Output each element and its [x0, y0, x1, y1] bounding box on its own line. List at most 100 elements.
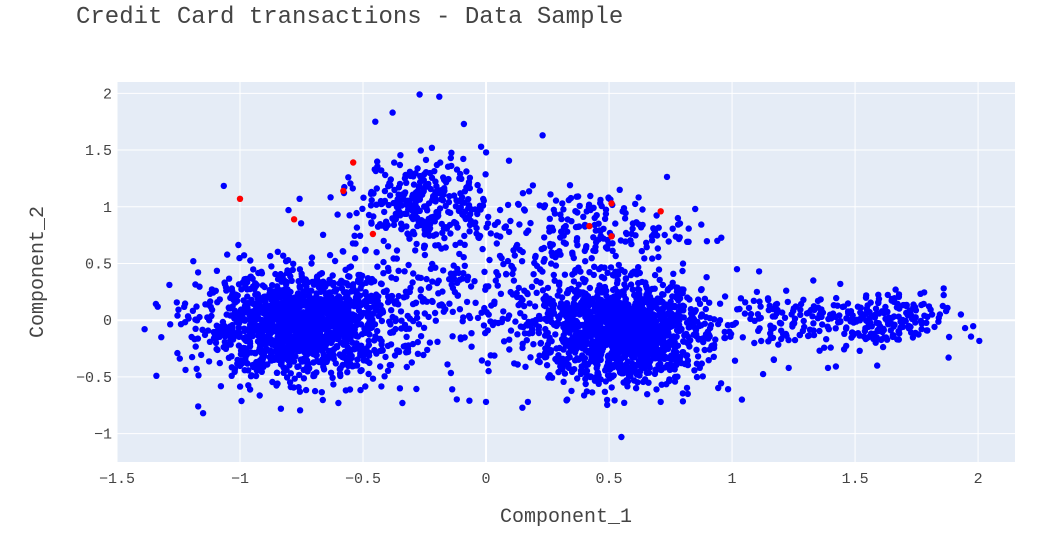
data-point [655, 362, 662, 369]
data-point [651, 350, 658, 357]
data-point [595, 380, 602, 387]
data-point [530, 271, 537, 278]
data-point [656, 276, 663, 284]
data-point [619, 325, 626, 332]
data-point [905, 322, 912, 330]
data-point [482, 329, 489, 337]
data-point [360, 194, 367, 201]
data-point [540, 204, 548, 211]
data-point [446, 276, 453, 283]
data-point [522, 363, 529, 370]
y-tick-label: −0.5 [76, 370, 112, 387]
y-tick-label: 0 [103, 313, 112, 330]
data-point [596, 282, 603, 289]
data-point [303, 283, 310, 290]
x-tick-label: 2 [974, 471, 983, 488]
data-point [506, 346, 513, 353]
data-point [482, 149, 490, 156]
data-point [918, 325, 925, 333]
data-point [673, 323, 681, 331]
data-point [573, 235, 581, 242]
data-point [806, 326, 814, 333]
data-point [664, 287, 671, 294]
data-point [261, 339, 268, 347]
data-point [574, 242, 581, 249]
data-point [540, 258, 547, 265]
data-point [414, 338, 421, 346]
data-point [654, 298, 662, 305]
data-point [223, 330, 231, 337]
data-point [193, 303, 200, 310]
outlier-point [608, 200, 615, 207]
data-point [282, 365, 289, 372]
data-point [618, 266, 625, 274]
data-point [645, 369, 653, 376]
data-point [395, 292, 402, 300]
data-point [557, 363, 564, 370]
data-point [401, 175, 409, 182]
data-point [362, 383, 369, 390]
data-point [421, 231, 428, 238]
data-point [403, 363, 410, 371]
data-point [438, 186, 445, 194]
data-point [368, 275, 376, 283]
data-point [544, 284, 552, 292]
data-point [284, 332, 292, 339]
data-point [277, 361, 285, 368]
data-point [527, 219, 534, 227]
data-point [650, 338, 657, 345]
data-point [578, 334, 585, 342]
data-point [360, 309, 367, 317]
data-point [592, 322, 600, 330]
data-point [379, 307, 386, 315]
data-point [627, 271, 635, 279]
data-point [801, 323, 808, 331]
data-point [252, 305, 260, 312]
data-point [379, 199, 387, 206]
data-point [610, 311, 617, 318]
data-point [747, 310, 755, 318]
data-point [238, 286, 245, 293]
data-point [622, 350, 630, 358]
data-point [670, 317, 677, 324]
data-point [507, 327, 515, 334]
data-point [403, 333, 410, 340]
data-point [590, 204, 597, 211]
data-point [409, 279, 416, 286]
data-point [347, 333, 354, 340]
data-point [428, 144, 436, 151]
data-point [683, 352, 690, 360]
data-point [223, 287, 230, 294]
data-point [466, 397, 473, 404]
data-point [444, 361, 451, 368]
data-point [188, 333, 195, 341]
data-point [347, 346, 354, 353]
data-point [422, 182, 430, 189]
data-point [448, 281, 455, 288]
data-point [286, 301, 293, 308]
data-point [384, 221, 391, 229]
data-point [604, 353, 612, 360]
data-point [378, 167, 385, 174]
data-point [716, 300, 724, 307]
data-point [303, 312, 310, 319]
data-point [484, 360, 491, 367]
y-tick-label: 1 [103, 200, 112, 217]
data-point [698, 221, 705, 228]
outlier-point [340, 187, 347, 195]
data-point [416, 207, 423, 215]
data-point [779, 309, 786, 316]
data-point [391, 352, 399, 359]
data-point [353, 299, 361, 306]
data-point [712, 336, 719, 343]
data-point [823, 336, 830, 343]
data-point [415, 321, 423, 328]
data-point [552, 331, 559, 338]
data-point [198, 351, 205, 359]
data-point [923, 327, 930, 334]
data-point [621, 281, 628, 288]
data-point [558, 294, 566, 301]
data-point [832, 325, 839, 332]
data-point [675, 235, 683, 243]
data-point [323, 302, 330, 309]
